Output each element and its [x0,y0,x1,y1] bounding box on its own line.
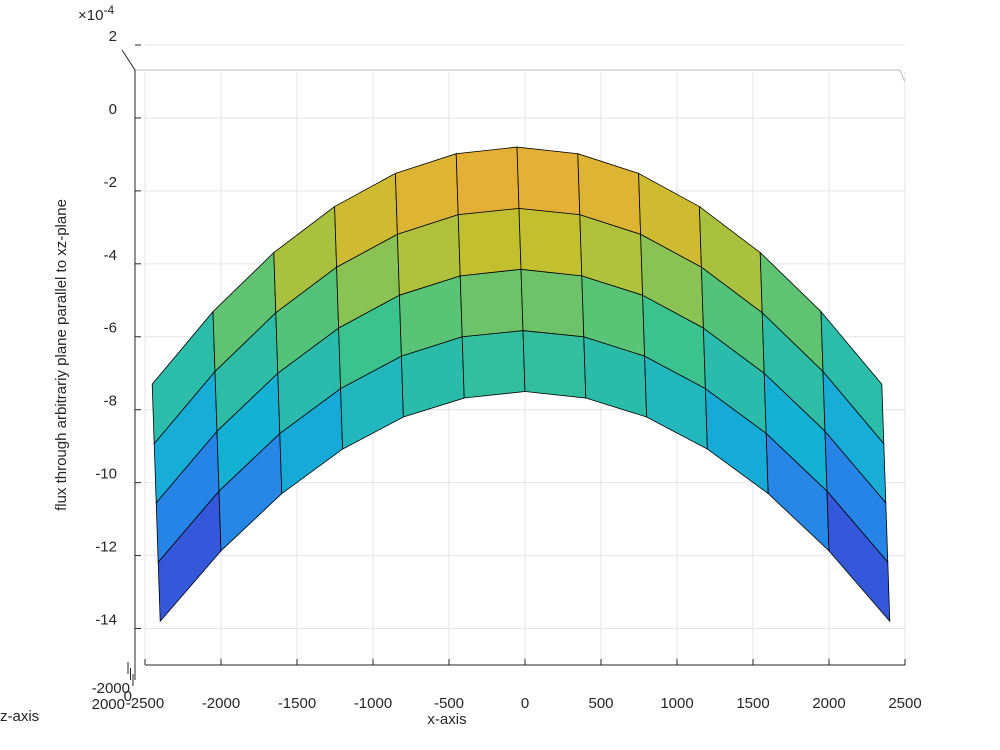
surface-patch [820,310,885,445]
multiplier-exponent: -4 [103,3,114,17]
box-edge [121,49,136,71]
x-tick-label: -1000 [354,695,392,712]
y-tick-label: -4 [104,247,117,264]
x-tick-label: 2500 [888,695,921,712]
multiplier: ×10-4 [78,3,114,24]
y-tick-label: -14 [95,611,117,628]
surface-patch [518,207,583,277]
z-tick-label: 2000 [92,696,125,713]
x-tick-label: -2500 [126,695,164,712]
y-tick-label: -8 [104,393,117,410]
z-tick-label: -2000 [92,680,130,697]
surface-patch [516,146,581,216]
x-tick-label: 0 [521,695,529,712]
x-tick-label: -500 [434,695,464,712]
surface-patch [455,146,520,216]
x-tick-label: 1000 [660,695,693,712]
y-tick-label: -10 [95,466,117,483]
z-axis-label: z-axis [0,708,39,725]
x-tick-label: 500 [588,695,613,712]
y-tick-label: -12 [95,539,117,556]
surface-patch [457,207,522,277]
box-edge [899,69,906,83]
surface-patch [459,268,524,338]
y-tick-label: 2 [109,28,117,45]
surface-patch [520,268,585,338]
surface-patch [461,330,526,399]
x-tick-label: -2000 [202,695,240,712]
multiplier-base: ×10 [78,7,103,24]
surface-patch [522,330,587,399]
y-tick-label: -6 [104,320,117,337]
x-tick-label: 2000 [812,695,845,712]
x-tick-label: -1500 [278,695,316,712]
x-axis-label: x-axis [427,711,466,728]
x-tick-label: 1500 [736,695,769,712]
y-tick-label: 0 [109,101,117,118]
y-axis-label: flux through arbitrariy plane parallel t… [53,199,70,511]
y-tick-label: -2 [104,174,117,191]
z-tick-label: 0 [124,688,132,705]
